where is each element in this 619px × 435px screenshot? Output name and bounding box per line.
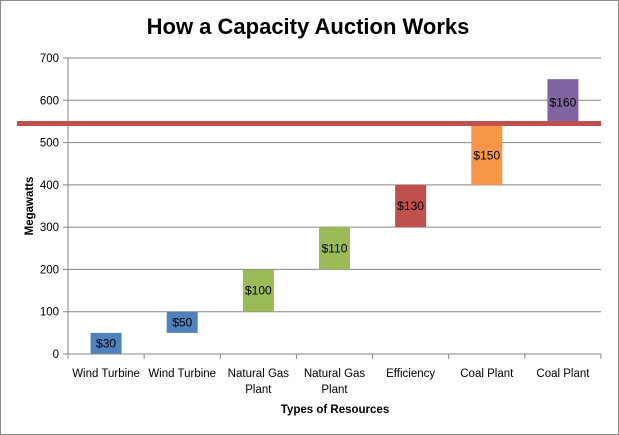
bar xyxy=(471,125,503,185)
bar-data-label: $130 xyxy=(397,199,424,213)
x-axis-ticks: Wind Turbine Wind Turbine Natural Gas Plant… xyxy=(67,354,602,396)
y-tick-label: 600 xyxy=(40,95,59,107)
y-tick-label: 300 xyxy=(40,222,59,234)
bar-data-label: $150 xyxy=(473,148,500,162)
y-axis-title: Megawatts xyxy=(24,177,36,236)
x-tick-label: Efficiency xyxy=(386,368,435,380)
y-axis-ticks: 0 100 200 300 400 500 600 700 xyxy=(40,53,68,361)
bar-data-label: $30 xyxy=(96,336,116,350)
bar xyxy=(547,79,579,126)
bar-data-label: $160 xyxy=(550,95,577,109)
y-tick-label: 200 xyxy=(40,264,59,276)
gridlines xyxy=(68,57,601,313)
x-tick-label: Natural Gas xyxy=(304,368,366,380)
x-tick-label: Coal Plant xyxy=(536,368,590,380)
y-tick-label: 500 xyxy=(40,138,59,150)
x-axis-title: Types of Resources xyxy=(281,404,389,416)
x-tick-label: Wind Turbine xyxy=(148,368,216,380)
bar xyxy=(319,227,350,270)
bar xyxy=(166,311,198,333)
bar-data-label: $50 xyxy=(172,315,192,329)
y-tick-label: 400 xyxy=(40,180,59,192)
bars: $30 $50 $100 $110 $130 $150 $160 xyxy=(90,79,579,354)
x-tick-label: Wind Turbine xyxy=(72,368,140,380)
bar xyxy=(395,184,427,228)
bar xyxy=(90,332,122,354)
y-tick-label: 0 xyxy=(53,349,59,361)
x-tick-label: Plant xyxy=(245,384,272,396)
y-tick-label: 700 xyxy=(40,53,59,65)
x-tick-label: Coal Plant xyxy=(460,368,514,380)
bar-data-label: $110 xyxy=(322,241,348,255)
x-tick-label: Plant xyxy=(321,384,348,396)
bar-data-label: $100 xyxy=(245,284,272,298)
chart-title: How a Capacity Auction Works xyxy=(147,14,470,39)
axes xyxy=(67,58,601,355)
bar xyxy=(242,269,274,312)
x-tick-label: Natural Gas xyxy=(228,368,290,380)
y-tick-label: 100 xyxy=(40,307,59,319)
